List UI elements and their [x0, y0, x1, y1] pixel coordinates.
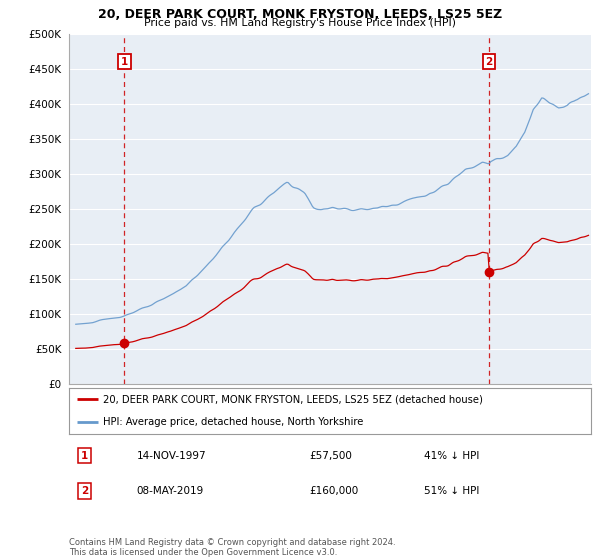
Text: 51% ↓ HPI: 51% ↓ HPI	[424, 486, 479, 496]
Text: 14-NOV-1997: 14-NOV-1997	[137, 451, 206, 460]
Text: 2: 2	[81, 486, 88, 496]
Text: Contains HM Land Registry data © Crown copyright and database right 2024.
This d: Contains HM Land Registry data © Crown c…	[69, 538, 395, 557]
Text: 20, DEER PARK COURT, MONK FRYSTON, LEEDS, LS25 5EZ (detached house): 20, DEER PARK COURT, MONK FRYSTON, LEEDS…	[103, 394, 483, 404]
Text: 1: 1	[121, 57, 128, 67]
Text: £57,500: £57,500	[309, 451, 352, 460]
Text: HPI: Average price, detached house, North Yorkshire: HPI: Average price, detached house, Nort…	[103, 417, 364, 427]
Text: 1: 1	[81, 451, 88, 460]
Text: 2: 2	[485, 57, 493, 67]
Text: 20, DEER PARK COURT, MONK FRYSTON, LEEDS, LS25 5EZ: 20, DEER PARK COURT, MONK FRYSTON, LEEDS…	[98, 8, 502, 21]
Text: 08-MAY-2019: 08-MAY-2019	[137, 486, 204, 496]
Text: 41% ↓ HPI: 41% ↓ HPI	[424, 451, 479, 460]
Text: Price paid vs. HM Land Registry's House Price Index (HPI): Price paid vs. HM Land Registry's House …	[144, 18, 456, 29]
Text: £160,000: £160,000	[309, 486, 358, 496]
